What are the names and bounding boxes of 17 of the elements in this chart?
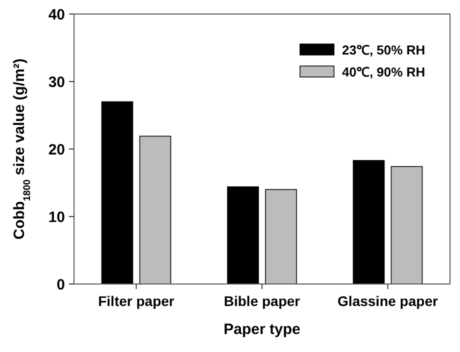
bar [390,166,423,284]
y-tick-label: 20 [48,141,65,158]
bar [352,160,385,284]
bar [265,189,297,284]
x-tick-label: Glassine paper [338,293,438,309]
y-tick-label: 30 [48,74,65,91]
y-tick-label: 0 [56,276,65,294]
legend-label: 40℃, 90% RH [342,64,426,80]
x-tick-label: Filter paper [98,293,175,309]
bar [101,101,134,284]
x-tick-label: Bible paper [224,293,301,309]
x-axis-title: Paper type [224,321,300,338]
legend-label: 23℃, 50% RH [342,42,426,58]
y-tick-label: 40 [48,6,65,24]
bar [227,186,259,284]
y-tick-label: 10 [48,208,65,226]
bar [139,136,172,284]
